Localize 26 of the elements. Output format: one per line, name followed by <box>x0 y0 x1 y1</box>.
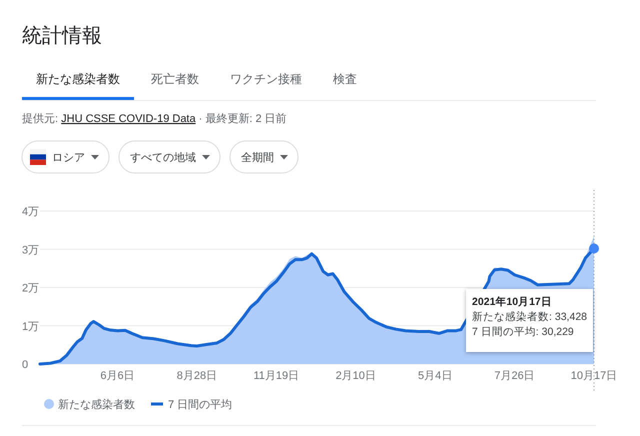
y-tick-label: 1万 <box>22 320 40 333</box>
text: 全期間 <box>241 152 274 164</box>
x-tick-label: 5月4日 <box>418 370 452 382</box>
text: ロシア <box>52 152 85 164</box>
text: 死亡者数 <box>151 72 199 86</box>
x-tick-label: 7月26日 <box>494 370 535 382</box>
annotation: 新たな感染者数: 33,428 <box>472 310 588 323</box>
y-tick-label: 3万 <box>22 244 40 256</box>
chart-title: 統計情報 <box>22 25 102 47</box>
y-tick-label: 0 <box>22 359 28 371</box>
x-tick-label: 2月10日 <box>336 370 376 382</box>
y-tick-label: 2万 <box>22 282 40 294</box>
text: ワクチン接種 <box>230 72 302 86</box>
text: 新たな感染者数 <box>36 72 120 86</box>
text: 検査 <box>333 72 357 86</box>
text: すべての地域 <box>130 151 196 164</box>
y-tick-label: 4万 <box>22 206 40 218</box>
legend-label: 新たな感染者数 <box>58 398 135 411</box>
chart-subtitle: 提供元: JHU CSSE COVID-19 Data · 最終更新: 2 日前 <box>22 112 287 125</box>
legend-label: 7 日間の平均 <box>168 399 232 411</box>
x-tick-label: 11月19日 <box>254 370 300 382</box>
x-tick-label: 8月28日 <box>176 370 218 382</box>
x-tick-label: 6月6日 <box>100 370 135 382</box>
annotation: 2021年10月17日 <box>472 295 552 308</box>
x-tick-label: 10月17日 <box>570 370 618 382</box>
annotation: 7 日間の平均: 30,229 <box>472 326 574 338</box>
